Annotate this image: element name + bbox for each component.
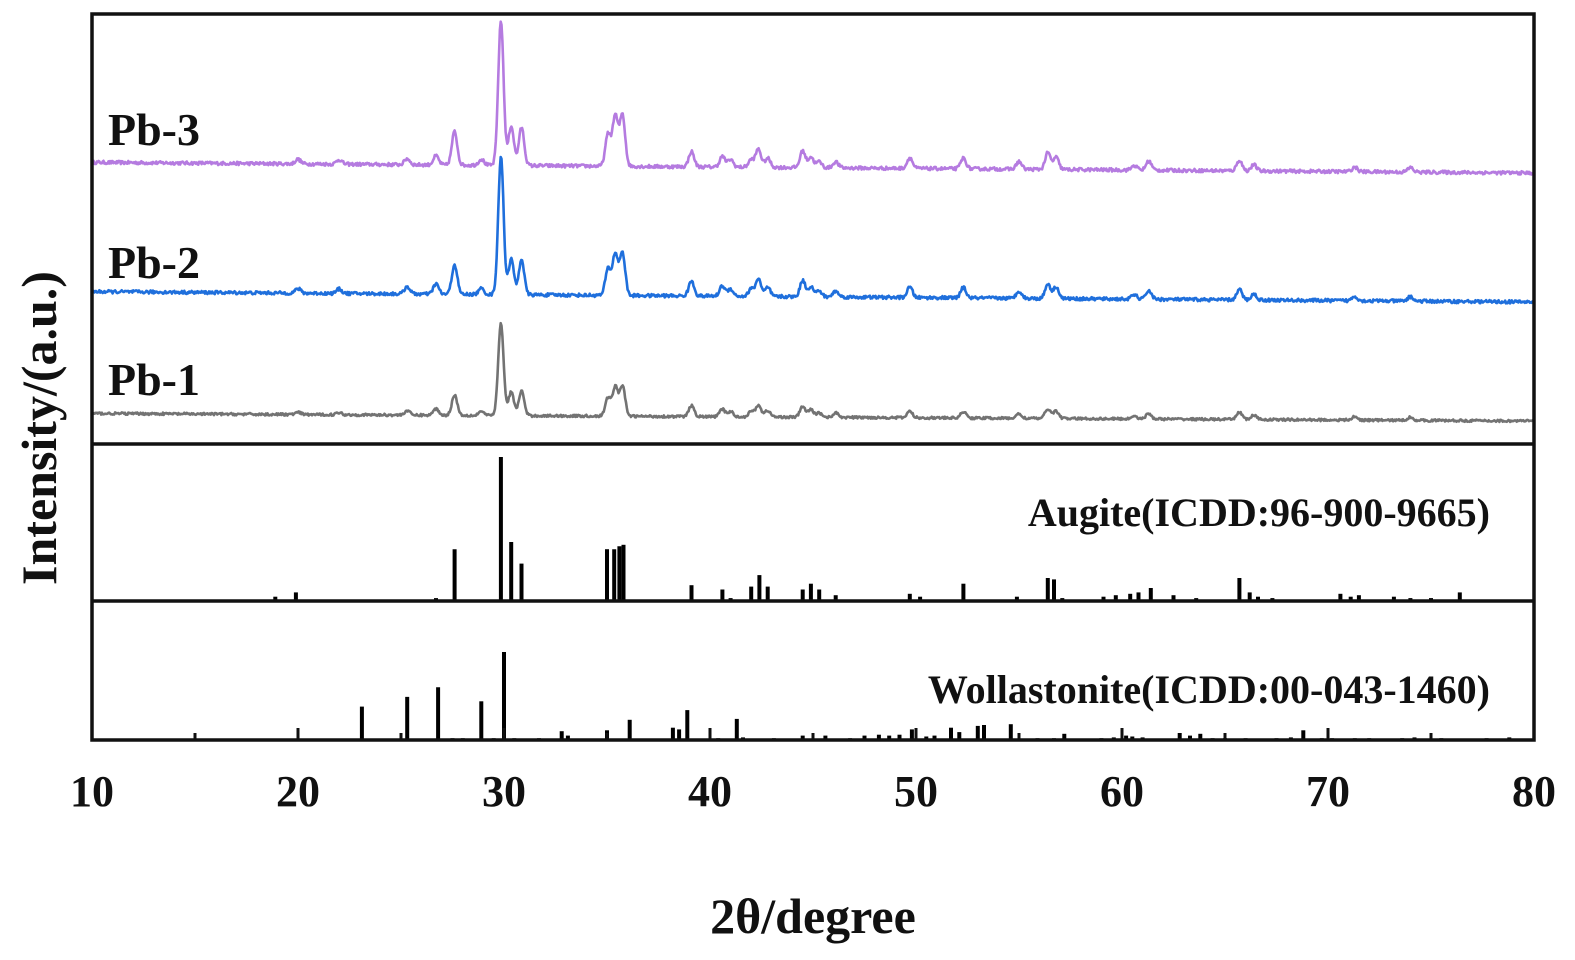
plot-border xyxy=(90,12,1536,742)
reference-label-wollastonite: Wollastonite(ICDD:00-043-1460) xyxy=(928,667,1490,712)
x-tick-label: 40 xyxy=(688,767,732,816)
x-tick-label: 10 xyxy=(70,767,114,816)
series-line-pb-3 xyxy=(90,20,1536,176)
series-label-pb-2: Pb-2 xyxy=(108,237,200,288)
reference-label-augite: Augite(ICDD:96-900-9665) xyxy=(1028,490,1490,535)
series-line-pb-2 xyxy=(90,155,1535,305)
x-tick-label: 20 xyxy=(276,767,320,816)
series-label-pb-3: Pb-3 xyxy=(108,104,200,155)
x-tick-label: 30 xyxy=(482,767,526,816)
x-tick-label: 60 xyxy=(1100,767,1144,816)
x-axis-label: 2θ/degree xyxy=(710,888,916,944)
x-tick-label: 70 xyxy=(1306,767,1350,816)
series-layer xyxy=(90,20,1536,424)
series-line-pb-1 xyxy=(90,321,1536,424)
x-tick-label: 50 xyxy=(894,767,938,816)
x-tick-label: 80 xyxy=(1512,767,1556,816)
series-label-pb-1: Pb-1 xyxy=(108,354,200,405)
y-axis-label: Intensity/(a.u.) xyxy=(11,271,67,585)
plot-frame xyxy=(90,12,1536,742)
series-labels: Pb-3 Pb-2 Pb-1 Augite(ICDD:96-900-9665) Woll… xyxy=(108,104,1490,712)
x-axis-ticks: 10 20 30 40 50 60 70 80 xyxy=(70,728,1556,816)
